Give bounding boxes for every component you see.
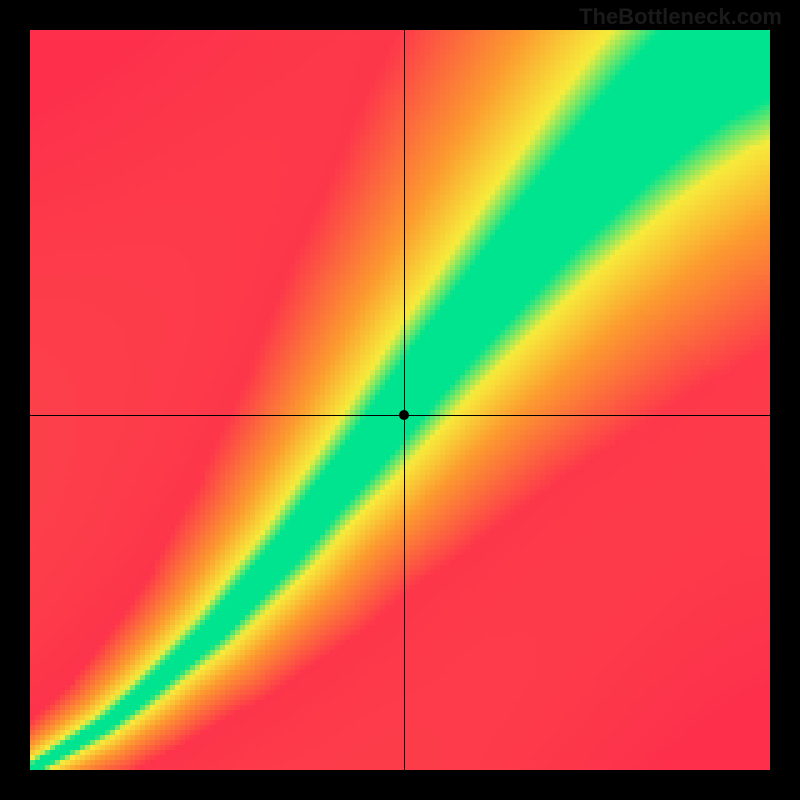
crosshair-marker: [399, 410, 409, 420]
plot-area: [30, 30, 770, 770]
chart-container: TheBottleneck.com: [0, 0, 800, 800]
crosshair-vertical: [404, 30, 405, 770]
watermark-text: TheBottleneck.com: [579, 4, 782, 30]
bottleneck-heatmap: [30, 30, 770, 770]
